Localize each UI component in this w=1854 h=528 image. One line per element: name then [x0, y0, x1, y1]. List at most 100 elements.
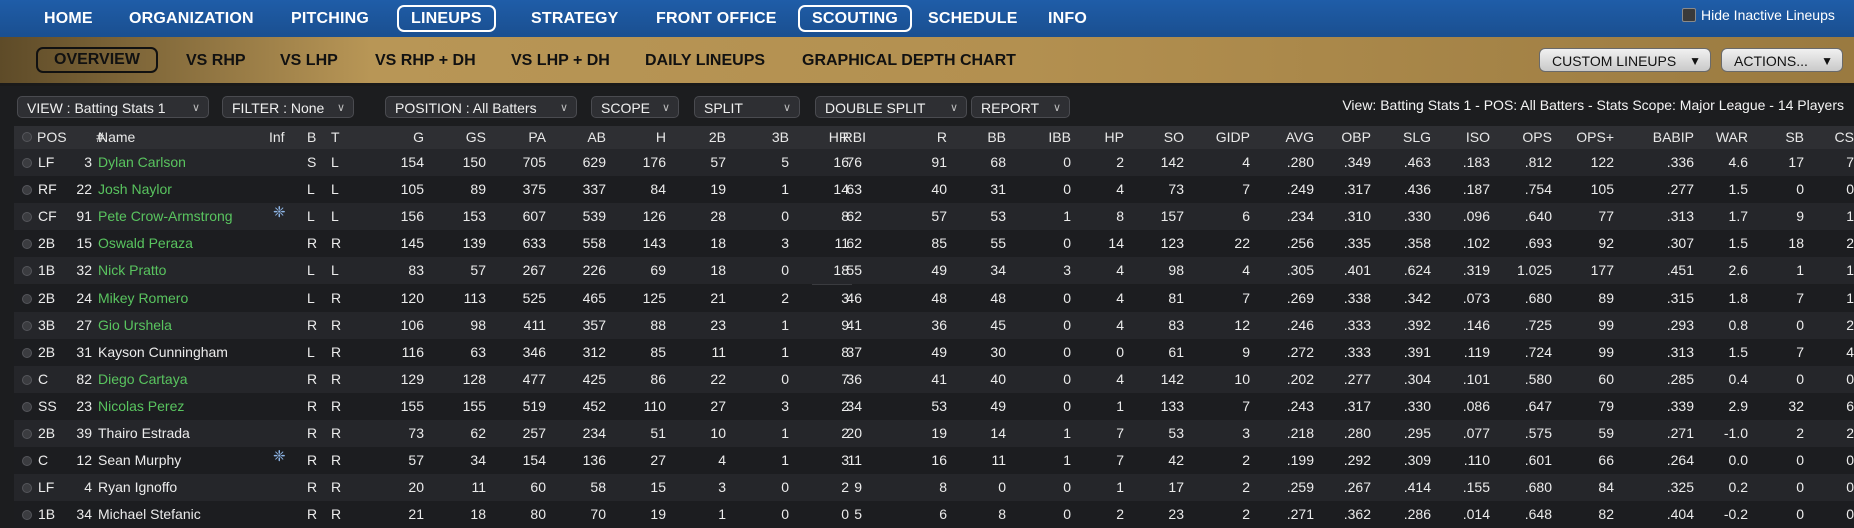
row-select-radio[interactable]: [22, 158, 32, 168]
inf-header[interactable]: Inf: [269, 129, 285, 145]
gs-header[interactable]: GS: [465, 129, 486, 145]
player-name[interactable]: Gio Urshela: [98, 316, 172, 333]
player-name[interactable]: Thairo Estrada: [98, 425, 190, 441]
double-split-dropdown[interactable]: DOUBLE SPLIT ∨: [815, 96, 967, 118]
iso-header[interactable]: ISO: [1465, 129, 1490, 145]
sb-header[interactable]: SB: [1785, 129, 1804, 145]
row-select-radio[interactable]: [22, 510, 32, 521]
pa-header[interactable]: PA: [528, 129, 546, 145]
hide-inactive-checkbox[interactable]: [1682, 8, 1696, 22]
hide-inactive-label[interactable]: Hide Inactive Lineups: [1701, 7, 1835, 23]
gidp-header[interactable]: GIDP: [1215, 129, 1250, 145]
player-name[interactable]: Oswald Peraza: [98, 235, 193, 252]
scope-dropdown[interactable]: SCOPE ∨: [591, 96, 679, 118]
player-name[interactable]: Ryan Ignoffo: [98, 479, 178, 496]
player-name[interactable]: Mikey Romero: [98, 289, 189, 306]
row-select-radio[interactable]: [22, 212, 32, 223]
table-row[interactable]: 2B 15 Oswald Peraza R R 145 139 633 558 143 18 3 11 6…: [14, 230, 1854, 258]
rbi-header[interactable]: RBI: [842, 129, 866, 145]
select-all-radio[interactable]: [22, 132, 32, 142]
player-name[interactable]: Nick Pratto: [98, 262, 167, 279]
babip-header[interactable]: BABIP: [1652, 129, 1694, 145]
player-name[interactable]: Michael Stefanic: [98, 506, 201, 523]
position-dropdown[interactable]: POSITION : All Batters ∨: [385, 96, 577, 118]
cs-header[interactable]: CS: [1834, 129, 1854, 145]
ab-header[interactable]: AB: [587, 129, 606, 145]
table-row[interactable]: SS 23 Nicolas Perez R R 155 155 519 452 110 27 3 2 34…: [14, 392, 1854, 420]
tab-vs-rhp[interactable]: VS RHP: [186, 52, 246, 69]
player-name[interactable]: Nicolas Perez: [98, 397, 185, 414]
tab-graphical-depth-chart[interactable]: GRAPHICAL DEPTH CHART: [802, 52, 1016, 69]
tab-vs-lhp-dh[interactable]: VS LHP + DH: [511, 52, 610, 69]
nav-organization[interactable]: ORGANIZATION: [129, 10, 254, 27]
avg-header[interactable]: AVG: [1285, 129, 1314, 145]
ops-header[interactable]: OPS: [1522, 129, 1552, 145]
slg-header[interactable]: SLG: [1402, 129, 1431, 145]
g-header[interactable]: G: [413, 129, 424, 145]
nav-front-office[interactable]: FRONT OFFICE: [656, 10, 777, 27]
row-select-radio[interactable]: [22, 483, 32, 494]
2b-header[interactable]: 2B: [708, 129, 726, 145]
row-select-radio[interactable]: [22, 347, 32, 358]
nav-pitching[interactable]: PITCHING: [291, 10, 370, 27]
bats-header[interactable]: B: [307, 129, 317, 145]
name-header[interactable]: Name: [98, 129, 136, 145]
row-select-radio[interactable]: [22, 429, 32, 439]
nav-schedule[interactable]: SCHEDULE: [928, 10, 1018, 27]
injury-icon[interactable]: ❈: [273, 204, 286, 222]
3b-header[interactable]: 3B: [771, 129, 789, 145]
tab-overview[interactable]: OVERVIEW: [36, 47, 158, 73]
player-name[interactable]: Kayson Cunningham: [98, 343, 228, 360]
obp-header[interactable]: OBP: [1341, 129, 1371, 145]
ibb-header[interactable]: IBB: [1048, 129, 1071, 145]
player-name[interactable]: Dylan Carlson: [98, 154, 186, 170]
row-select-radio[interactable]: [22, 293, 32, 304]
player-name[interactable]: Pete Crow-Armstrong: [98, 208, 233, 225]
table-row[interactable]: 2B 31 Kayson Cunningham L R 116 63 346 312 85 11 1 8…: [14, 338, 1854, 366]
injury-icon[interactable]: ❈: [273, 448, 286, 466]
tab-vs-lhp[interactable]: VS LHP: [280, 52, 338, 69]
row-select-radio[interactable]: [22, 239, 32, 250]
row-select-radio[interactable]: [22, 266, 32, 277]
view-dropdown[interactable]: VIEW : Batting Stats 1 ∨: [17, 96, 209, 118]
hr-header[interactable]: HR: [828, 129, 849, 145]
table-row[interactable]: C 82 Diego Cartaya R R 129 128 477 425 86 22 0 7 36 41…: [14, 365, 1854, 393]
player-name[interactable]: Josh Naylor: [98, 181, 172, 198]
nav-lineups[interactable]: LINEUPS: [397, 5, 496, 32]
nav-scouting[interactable]: SCOUTING: [798, 5, 913, 32]
split-dropdown[interactable]: SPLIT ∨: [694, 96, 800, 118]
table-row[interactable]: C 12 Sean Murphy ❈ R R 57 34 154 136 27 4 1 3 11 16 11 1 7…: [14, 447, 1854, 475]
filter-dropdown[interactable]: FILTER : None ∨: [222, 96, 354, 118]
ops-plus-header[interactable]: OPS+: [1576, 129, 1614, 145]
custom-lineups-dropdown[interactable]: CUSTOM LINEUPS ▼: [1539, 48, 1711, 72]
hp-header[interactable]: HP: [1104, 129, 1124, 145]
player-name[interactable]: Sean Murphy: [98, 452, 182, 469]
row-select-radio[interactable]: [22, 320, 32, 331]
row-select-radio[interactable]: [22, 374, 32, 385]
so-header[interactable]: SO: [1163, 129, 1184, 145]
war-header[interactable]: WAR: [1715, 129, 1748, 145]
row-select-radio[interactable]: [22, 456, 32, 467]
table-row[interactable]: CF 91 Pete Crow-Armstrong ❈ L L 156 153 607 539 12…: [14, 203, 1854, 231]
nav-home[interactable]: HOME: [44, 10, 93, 27]
table-row[interactable]: LF 3 Dylan Carlson S L 154 150 705 629 176 57 5 16 76…: [14, 149, 1854, 176]
table-row[interactable]: LF 4 Ryan Ignoffo R R 20 11 60 58 15 3 0 2 9 8 0 0 1 17 2.2…: [14, 474, 1854, 502]
nav-strategy[interactable]: STRATEGY: [531, 10, 619, 27]
row-select-radio[interactable]: [22, 185, 32, 196]
h-header[interactable]: H: [655, 129, 666, 145]
table-row[interactable]: 3B 27 Gio Urshela R R 106 98 411 357 88 23 1 9 41 36 45…: [14, 311, 1854, 339]
number-header[interactable]: #: [96, 129, 104, 145]
player-name[interactable]: Diego Cartaya: [98, 370, 188, 387]
r-header[interactable]: R: [936, 129, 947, 145]
table-row[interactable]: 2B 39 Thairo Estrada R R 73 62 257 234 51 10 1 2 20 19…: [14, 420, 1854, 447]
tab-daily-lineups[interactable]: DAILY LINEUPS: [645, 52, 766, 69]
row-select-radio[interactable]: [22, 401, 32, 412]
report-dropdown[interactable]: REPORT ∨: [971, 96, 1070, 118]
bb-header[interactable]: BB: [987, 129, 1006, 145]
actions-dropdown[interactable]: ACTIONS... ▼: [1721, 48, 1843, 72]
tab-vs-rhp-dh[interactable]: VS RHP + DH: [375, 52, 476, 69]
pos-header[interactable]: POS: [37, 129, 67, 145]
table-row[interactable]: 2B 24 Mikey Romero L R 120 113 525 465 125 21 2 3 46 4…: [14, 284, 1854, 312]
nav-info[interactable]: INFO: [1048, 10, 1088, 27]
throws-header[interactable]: T: [331, 129, 340, 145]
